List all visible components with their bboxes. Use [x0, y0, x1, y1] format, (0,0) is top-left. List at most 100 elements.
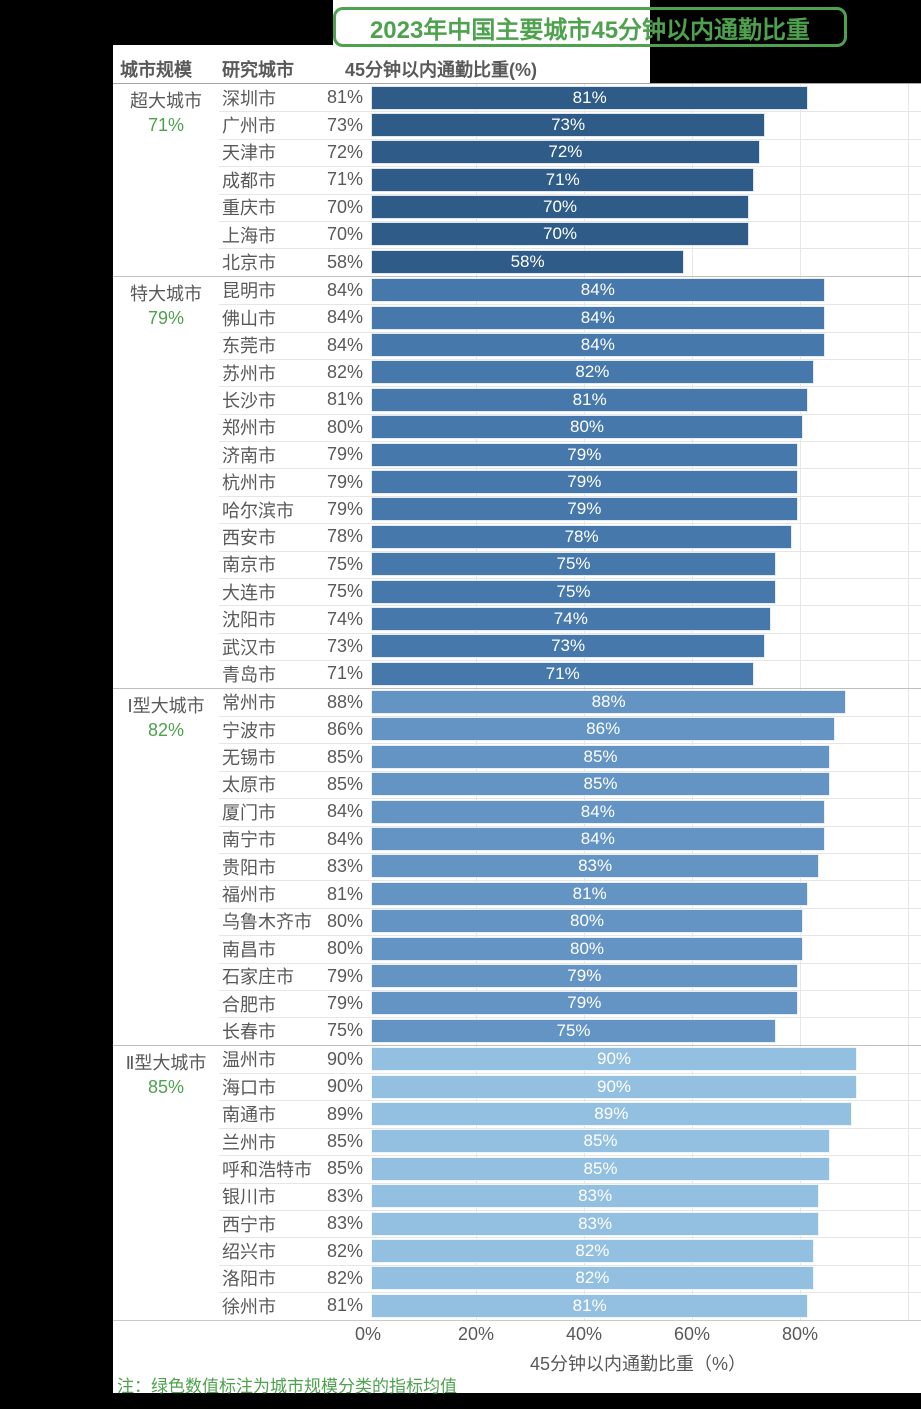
bar-zone: 75% [371, 1017, 921, 1044]
value-bar: 80% [371, 415, 803, 440]
bar-value-label: 73% [551, 636, 586, 656]
city-value: 84% [326, 279, 363, 300]
city-name: 深圳市 [222, 88, 276, 109]
column-header-research-city: 研究城市 [222, 60, 294, 80]
table-row: 银川市 83% 83% [113, 1182, 921, 1210]
table-row: 南昌市 80% 80% [113, 935, 921, 962]
value-bar: 85% [371, 1129, 830, 1154]
table-row: 乌鲁木齐市 80% 80% [113, 907, 921, 935]
value-bar: 85% [371, 744, 830, 769]
bar-zone: 84% [371, 277, 921, 304]
city-name: 上海市 [222, 225, 276, 246]
city-value: 75% [326, 1020, 363, 1041]
city-value: 90% [326, 1076, 363, 1097]
bar-zone: 90% [371, 1073, 921, 1100]
table-row: 长春市 75% 75% [113, 1017, 921, 1044]
table-row: 上海市 70% 70% [113, 220, 921, 248]
city-value: 85% [326, 1131, 363, 1152]
bar-zone: 75% [371, 551, 921, 578]
table-row: 青岛市 71% 71% [113, 660, 921, 687]
city-name: 乌鲁木齐市 [222, 912, 312, 933]
table-row: 常州市 88% 88% [113, 689, 921, 716]
bar-value-label: 84% [580, 829, 615, 849]
value-bar: 84% [371, 799, 825, 824]
bar-zone: 85% [371, 743, 921, 770]
value-bar: 84% [371, 333, 825, 358]
x-axis-label: 45分钟以内通勤比重（%） [529, 1354, 747, 1374]
table-row: 南宁市 84% 84% [113, 825, 921, 853]
table-row: 济南市 79% 79% [113, 441, 921, 468]
city-name: 呼和浩特市 [222, 1159, 312, 1180]
bar-zone: 82% [371, 1237, 921, 1264]
value-bar: 79% [371, 442, 798, 467]
value-bar: 89% [371, 1101, 852, 1126]
table-row: 福州市 81% 81% [113, 880, 921, 907]
bar-value-label: 90% [596, 1076, 632, 1096]
table-row: 无锡市 85% 85% [113, 743, 921, 770]
column-header-city-scale: 城市规模 [120, 60, 192, 80]
city-value: 82% [326, 362, 363, 383]
table-row: 西宁市 83% 83% [113, 1210, 921, 1237]
city-value: 84% [326, 334, 363, 355]
bar-zone: 79% [371, 496, 921, 523]
city-value: 71% [326, 663, 363, 684]
city-name: 哈尔滨市 [222, 500, 294, 521]
bar-zone: 74% [371, 605, 921, 632]
city-name: 大连市 [222, 582, 276, 603]
group-mean-value: 71% [147, 115, 185, 135]
table-row: 兰州市 85% 85% [113, 1127, 921, 1155]
city-name: 济南市 [222, 445, 276, 466]
bar-zone: 90% [371, 1046, 921, 1073]
bar-value-label: 81% [572, 389, 607, 409]
bar-value-label: 90% [596, 1049, 632, 1069]
city-name: 沈阳市 [222, 610, 276, 631]
value-bar: 71% [371, 661, 755, 686]
city-value: 90% [326, 1048, 363, 1069]
bar-zone: 79% [371, 441, 921, 468]
group-section-3: Ⅰ型大城市 82% 常州市 88% 88% 宁波市 86% 86% 无锡市 85% 85% 太原市 85… [113, 687, 921, 1045]
value-bar: 83% [371, 1184, 820, 1209]
bar-value-label: 81% [572, 883, 607, 903]
city-value: 82% [326, 1240, 363, 1261]
value-bar: 78% [371, 524, 793, 549]
bar-value-label: 81% [572, 87, 607, 107]
x-tick-label: 80% [781, 1324, 819, 1344]
white-panel-top [333, 0, 650, 83]
group-section-2: 特大城市 79% 昆明市 84% 84% 佛山市 84% 84% 东莞市 84% 84% 苏州市 82%… [113, 275, 921, 688]
city-name: 银川市 [222, 1187, 276, 1208]
bar-zone: 85% [371, 1128, 921, 1155]
group-mean-value: 79% [147, 307, 185, 328]
bar-zone: 80% [371, 908, 921, 935]
value-bar: 81% [371, 387, 809, 412]
value-bar: 86% [371, 717, 836, 742]
bar-zone: 84% [371, 304, 921, 331]
bar-chart-table: 超大城市 71% 深圳市 81% 81% 广州市 73% 73% 天津市 72% 72% 成都市 71%… [113, 83, 921, 1321]
table-row: 太原市 85% 85% [113, 770, 921, 798]
bar-zone: 79% [371, 468, 921, 495]
x-tick-label: 20% [457, 1324, 495, 1344]
group-mean-value: 82% [147, 719, 185, 740]
bar-value-label: 80% [569, 911, 605, 931]
bar-value-label: 73% [551, 114, 586, 134]
city-name: 无锡市 [222, 748, 276, 769]
group-name: 超大城市 [130, 91, 202, 111]
table-row: 温州市 90% 90% [113, 1046, 921, 1073]
bar-value-label: 89% [594, 1103, 629, 1123]
x-tick-label: 60% [673, 1324, 711, 1344]
city-name: 郑州市 [222, 418, 276, 439]
city-name: 福州市 [222, 885, 276, 906]
bar-zone: 83% [371, 1183, 921, 1210]
value-bar: 75% [371, 579, 776, 604]
value-bar: 84% [371, 278, 825, 303]
bar-zone: 70% [371, 221, 921, 248]
bar-value-label: 79% [567, 444, 602, 464]
table-row: 成都市 71% 71% [113, 166, 921, 193]
bar-value-label: 75% [556, 554, 591, 574]
chart-title-box: 2023年中国主要城市45分钟以内通勤比重 [333, 7, 847, 47]
value-bar: 85% [371, 1156, 830, 1181]
bar-value-label: 75% [556, 1020, 591, 1040]
city-name: 绍兴市 [222, 1242, 276, 1263]
city-value: 79% [326, 499, 363, 520]
x-axis-ticks: 0% 20% 40% 60% 80% [113, 1324, 921, 1346]
